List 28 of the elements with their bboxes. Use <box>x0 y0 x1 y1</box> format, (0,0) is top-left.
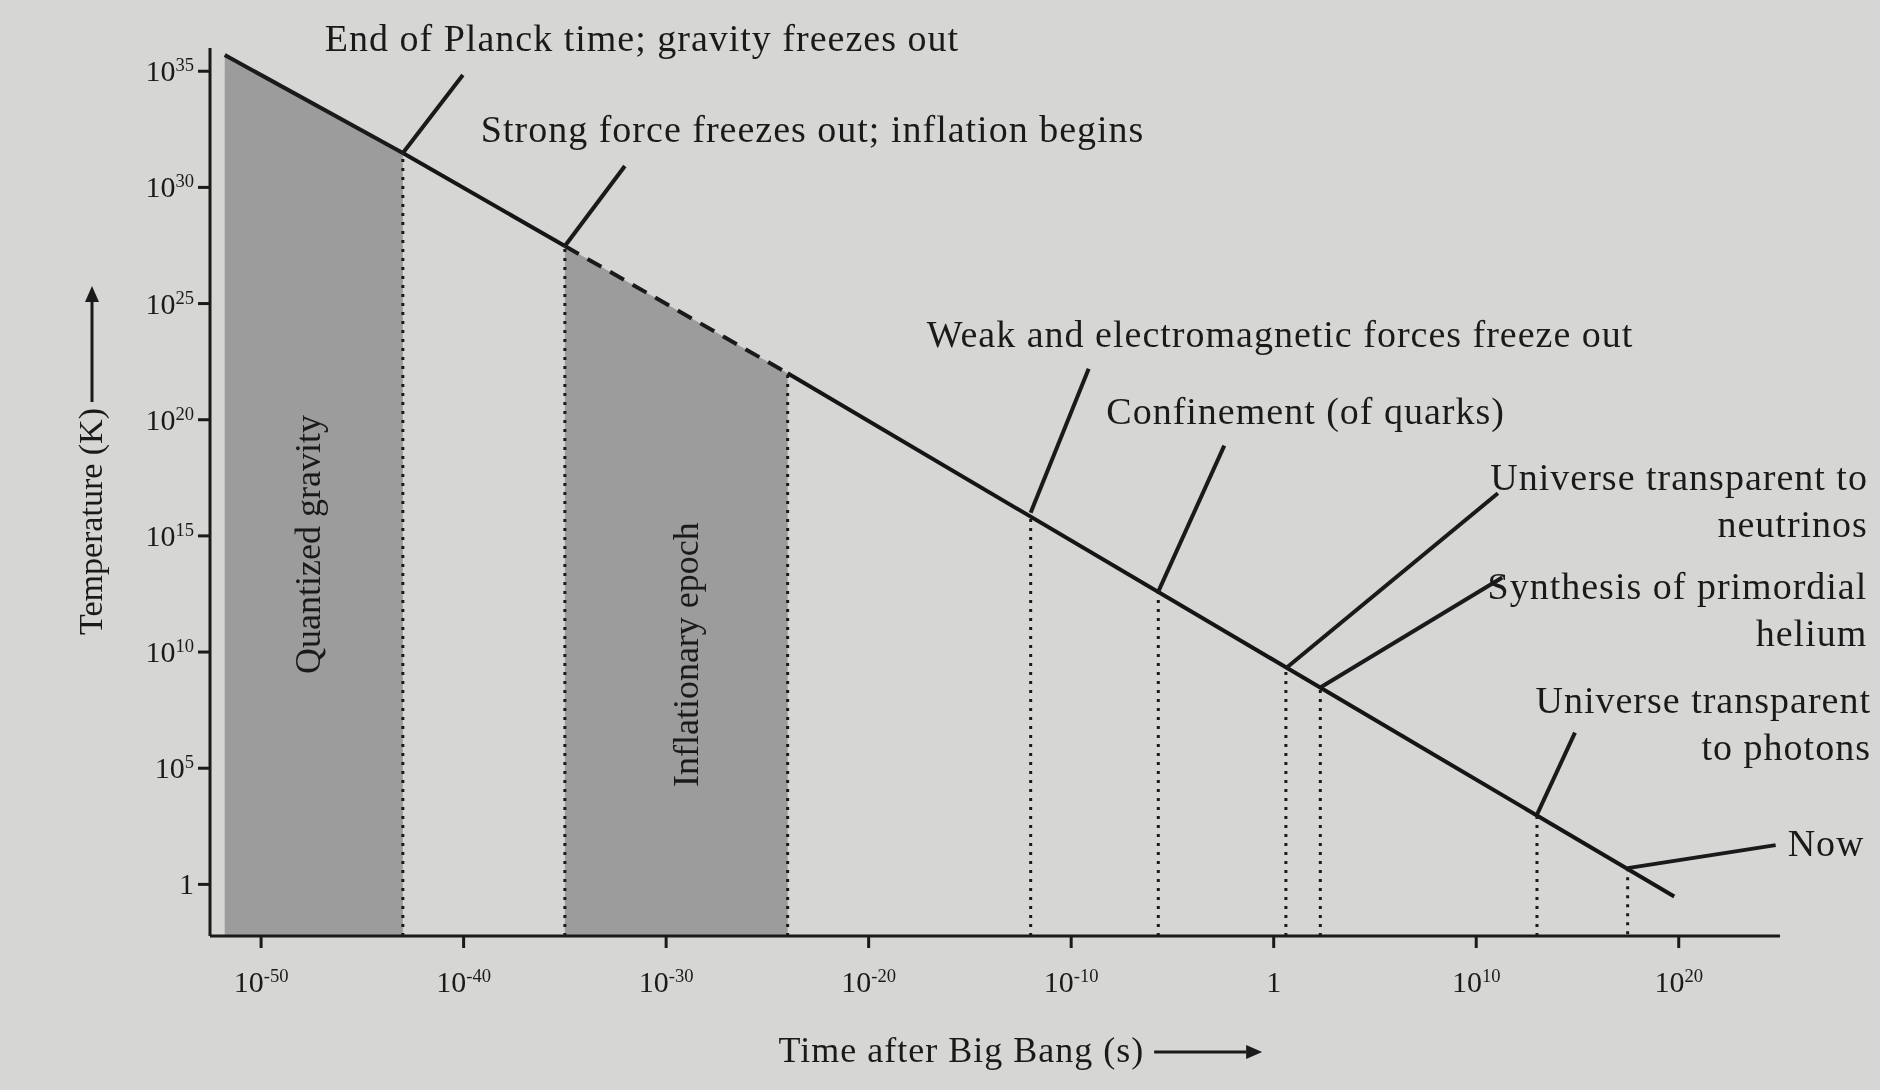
x-tick-label: 10$^{-40}$ <box>436 964 492 998</box>
x-tick-label: 10$^{-10}$ <box>1043 964 1099 998</box>
x-tick-label: 10$^{-50}$ <box>233 964 289 998</box>
y-tick-label: 10$^{20}$ <box>145 402 194 436</box>
x-tick-label: 10$^{-20}$ <box>841 964 897 998</box>
y-tick-label: 10$^{10}$ <box>145 634 194 669</box>
x-axis-title: Time after Big Bang (s) <box>778 1030 1145 1070</box>
series-label: Quantized gravity <box>287 415 328 674</box>
annotation: Synthesis of primordial helium <box>1487 565 1868 655</box>
series-label: Inflationary epoch <box>666 522 707 788</box>
annotation: Confinement (of quarks) <box>1106 389 1505 433</box>
x-tick-label: 10$^{20}$ <box>1654 964 1704 998</box>
annotation: Strong force freezes out; inflation begins <box>480 108 1145 151</box>
annotation: Now <box>1787 822 1865 865</box>
y-axis-title: Temperature (K) <box>72 408 110 635</box>
y-tick-label: 10$^{25}$ <box>145 286 194 320</box>
y-tick-label: 1 <box>179 867 194 901</box>
annotation: Universe transparent to photons <box>1535 678 1871 768</box>
annotation: Weak and electromagnetic forces freeze out <box>926 312 1634 355</box>
y-tick-label: 10$^{30}$ <box>145 169 194 204</box>
x-tick-label: 1 <box>1266 965 1282 998</box>
x-tick-label: 10$^{-30}$ <box>638 964 694 998</box>
annotation: Universe transparent to neutrinos <box>1490 456 1868 546</box>
y-tick-label: 10$^{35}$ <box>145 53 194 88</box>
y-tick-label: 10$^{15}$ <box>145 518 194 552</box>
y-tick-label: 10$^{5}$ <box>154 750 194 785</box>
x-tick-label: 10$^{10}$ <box>1451 964 1501 998</box>
annotation: End of Planck time; gravity freezes out <box>324 17 960 60</box>
